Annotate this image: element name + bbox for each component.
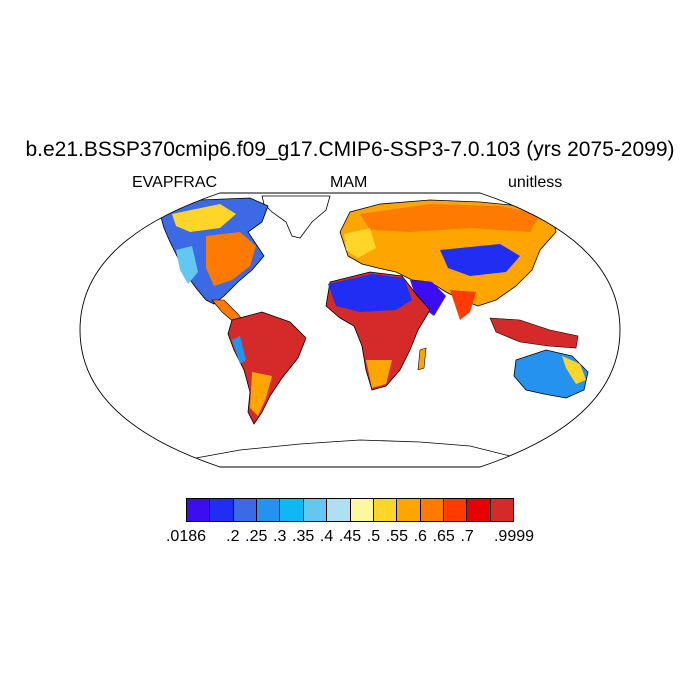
colorbar-tick-label: .7: [460, 528, 474, 545]
colorbar-tick-label: .65: [432, 528, 455, 545]
colorbar-swatch-12: [467, 499, 491, 521]
colorbar-swatch-13: [490, 499, 514, 521]
south-asia: [450, 290, 476, 320]
south-america-west-coast: [232, 336, 246, 364]
south-america-region: [227, 311, 307, 425]
australia-coast: [562, 356, 586, 384]
colorbar-tick-label: .55: [385, 528, 408, 545]
colorbar-tick-label: .5: [366, 528, 381, 545]
colorbar-tick-label: .4: [319, 528, 334, 545]
plot-title: b.e21.BSSP370cmip6.f09_g17.CMIP6-SSP3-7.…: [25, 138, 675, 161]
europe-west: [344, 228, 376, 258]
colorbar-swatch-9: [397, 499, 421, 521]
southern-africa: [366, 360, 392, 388]
colorbar-swatch-7: [350, 499, 374, 521]
map-boundary: [79, 192, 621, 468]
colorbar-swatch-1: [210, 499, 234, 521]
middle-east-desert: [410, 280, 446, 316]
madagascar-region: [417, 347, 427, 371]
colorbar-swatch-2: [233, 499, 258, 521]
south-america-south: [250, 372, 272, 416]
colorbar-swatch-5: [303, 499, 328, 521]
north-america-west: [176, 246, 198, 284]
colorbar-swatch-3: [257, 499, 281, 521]
greenland-region: [261, 195, 331, 239]
colorbar-tick-label: .6: [413, 528, 427, 545]
colorbar-swatch-0: [187, 499, 211, 521]
colorbar-tick-label: .0186: [165, 528, 207, 545]
units-label: unitless: [508, 174, 563, 191]
colorbar: [186, 498, 514, 522]
colorbar-swatch-11: [443, 499, 468, 521]
sahara-desert: [328, 274, 412, 312]
colorbar-swatch-6: [327, 499, 351, 521]
eurasia-north: [360, 204, 540, 232]
colorbar-tick-label: .25: [245, 528, 268, 545]
colorbar-tick-label: .9999: [493, 528, 535, 545]
colorbar-swatch-8: [373, 499, 398, 521]
antarctica-outline: [195, 439, 511, 467]
north-america-north: [172, 204, 236, 232]
colorbar-tick-label: .45: [338, 528, 362, 545]
season-label: MAM: [330, 174, 368, 191]
variable-label: EVAPFRAC: [132, 174, 218, 191]
colorbar-swatch-4: [280, 499, 304, 521]
maritime-southeast-asia: [489, 317, 579, 349]
new-zealand-region: [599, 391, 609, 411]
colorbar-tick-label: .2: [226, 528, 240, 545]
colorbar-swatch-10: [420, 499, 444, 521]
central-asia-desert: [440, 244, 520, 276]
colorbar-tick-label: .35: [292, 528, 315, 545]
colorbar-tick-label: .3: [273, 528, 287, 545]
north-america-east: [206, 232, 256, 286]
